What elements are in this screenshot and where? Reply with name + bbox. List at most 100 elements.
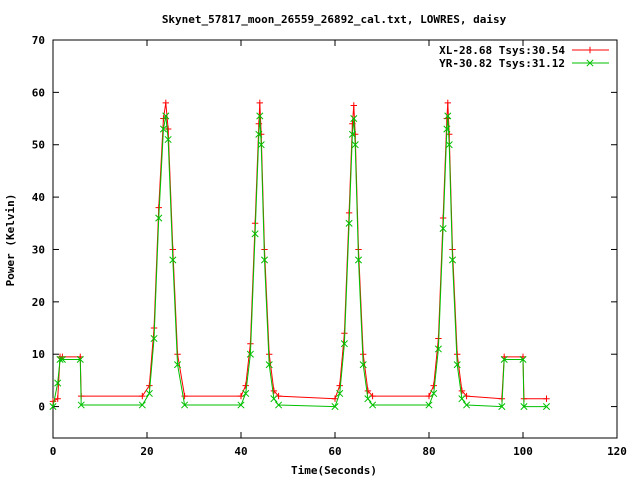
x-marker	[345, 219, 353, 227]
plus-marker	[162, 99, 169, 107]
x-marker	[265, 361, 273, 369]
plus-marker	[242, 382, 249, 389]
x-marker	[443, 125, 451, 133]
y-tick-label: 40	[32, 191, 45, 204]
series-layer	[49, 99, 551, 411]
x-marker	[364, 395, 372, 403]
x-marker	[173, 361, 182, 369]
series-1	[49, 99, 550, 405]
x-marker	[145, 389, 153, 398]
x-marker	[439, 224, 447, 233]
plot-frame	[52, 39, 618, 439]
x-marker	[255, 130, 263, 138]
x-tick-label: 20	[140, 445, 153, 458]
x-marker	[256, 112, 264, 120]
x-marker	[430, 389, 438, 398]
plus-marker	[331, 395, 339, 402]
x-tick-label: 80	[422, 445, 435, 458]
x-marker	[340, 340, 348, 348]
plus-marker	[586, 46, 594, 54]
x-marker	[76, 355, 84, 364]
x-marker	[458, 395, 466, 403]
y-tick-label: 0	[38, 401, 45, 414]
x-marker	[350, 114, 358, 123]
plus-marker	[164, 125, 172, 133]
x-marker	[237, 401, 245, 409]
x-marker	[164, 135, 172, 144]
x-tick-label: 0	[50, 445, 57, 458]
x-tick-label: 100	[513, 445, 533, 458]
axis-ticks: 0 20 40 60 80 100 120 0 10 20 30 40 50 60 70	[32, 34, 627, 458]
x-marker	[49, 403, 57, 411]
x-marker	[498, 403, 506, 411]
x-marker	[150, 334, 158, 343]
x-marker	[58, 355, 66, 364]
x-marker	[162, 112, 170, 120]
x-marker	[354, 256, 363, 264]
x-marker	[331, 403, 339, 411]
x-tick-label: 120	[607, 445, 627, 458]
x-marker	[542, 403, 551, 411]
chart-title: Skynet_57817_moon_26559_26892_cal.txt, L…	[162, 13, 507, 26]
y-axis-label: Power (Kelvin)	[4, 194, 17, 287]
x-tick-label: 60	[328, 445, 341, 458]
series-line	[52, 102, 547, 402]
plus-marker	[364, 387, 372, 395]
series-line	[52, 115, 547, 408]
plus-marker	[49, 398, 57, 405]
x-marker	[138, 401, 146, 409]
x-axis-label: Time(Seconds)	[291, 464, 377, 477]
x-marker	[270, 395, 278, 403]
x-marker	[448, 256, 457, 264]
x-marker	[586, 59, 594, 67]
y-tick-label: 50	[32, 139, 45, 152]
y-tick-label: 60	[32, 86, 45, 99]
x-marker	[425, 401, 433, 409]
series-2	[49, 112, 551, 411]
plus-marker	[336, 382, 343, 389]
x-marker	[246, 350, 254, 358]
legend-label: YR-30.82 Tsys:31.12	[439, 57, 565, 70]
x-marker	[181, 401, 189, 409]
x-marker	[77, 401, 85, 409]
x-marker	[336, 389, 344, 398]
x-tick-label: 40	[234, 445, 247, 458]
plus-marker	[139, 392, 146, 400]
x-marker	[242, 389, 250, 398]
plus-marker	[543, 395, 550, 402]
x-marker	[359, 361, 367, 369]
plus-marker	[350, 102, 357, 109]
plus-marker	[444, 99, 451, 107]
legend-label: XL-28.68 Tsys:30.54	[439, 44, 565, 57]
y-tick-label: 70	[32, 34, 45, 47]
x-marker	[251, 230, 259, 238]
x-marker	[434, 345, 442, 353]
y-tick-label: 10	[32, 348, 45, 361]
x-marker	[463, 401, 471, 409]
x-marker	[54, 379, 62, 387]
x-marker	[444, 112, 452, 120]
x-marker	[348, 130, 356, 138]
x-marker	[56, 355, 64, 364]
x-marker	[369, 401, 377, 409]
x-marker	[519, 355, 527, 364]
plus-marker	[54, 395, 61, 402]
x-marker	[500, 355, 508, 364]
x-marker	[445, 141, 453, 149]
plus-marker	[430, 382, 437, 389]
plus-marker	[181, 392, 188, 400]
x-marker	[155, 214, 163, 222]
plus-marker	[256, 99, 263, 107]
x-marker	[520, 403, 528, 411]
plus-marker	[270, 387, 278, 395]
x-marker	[169, 256, 177, 264]
x-marker	[453, 361, 461, 369]
plus-marker	[458, 387, 466, 395]
x-marker	[260, 256, 269, 264]
x-marker	[159, 125, 168, 133]
y-tick-label: 30	[32, 243, 45, 256]
x-marker	[351, 141, 359, 149]
x-marker	[275, 401, 283, 409]
